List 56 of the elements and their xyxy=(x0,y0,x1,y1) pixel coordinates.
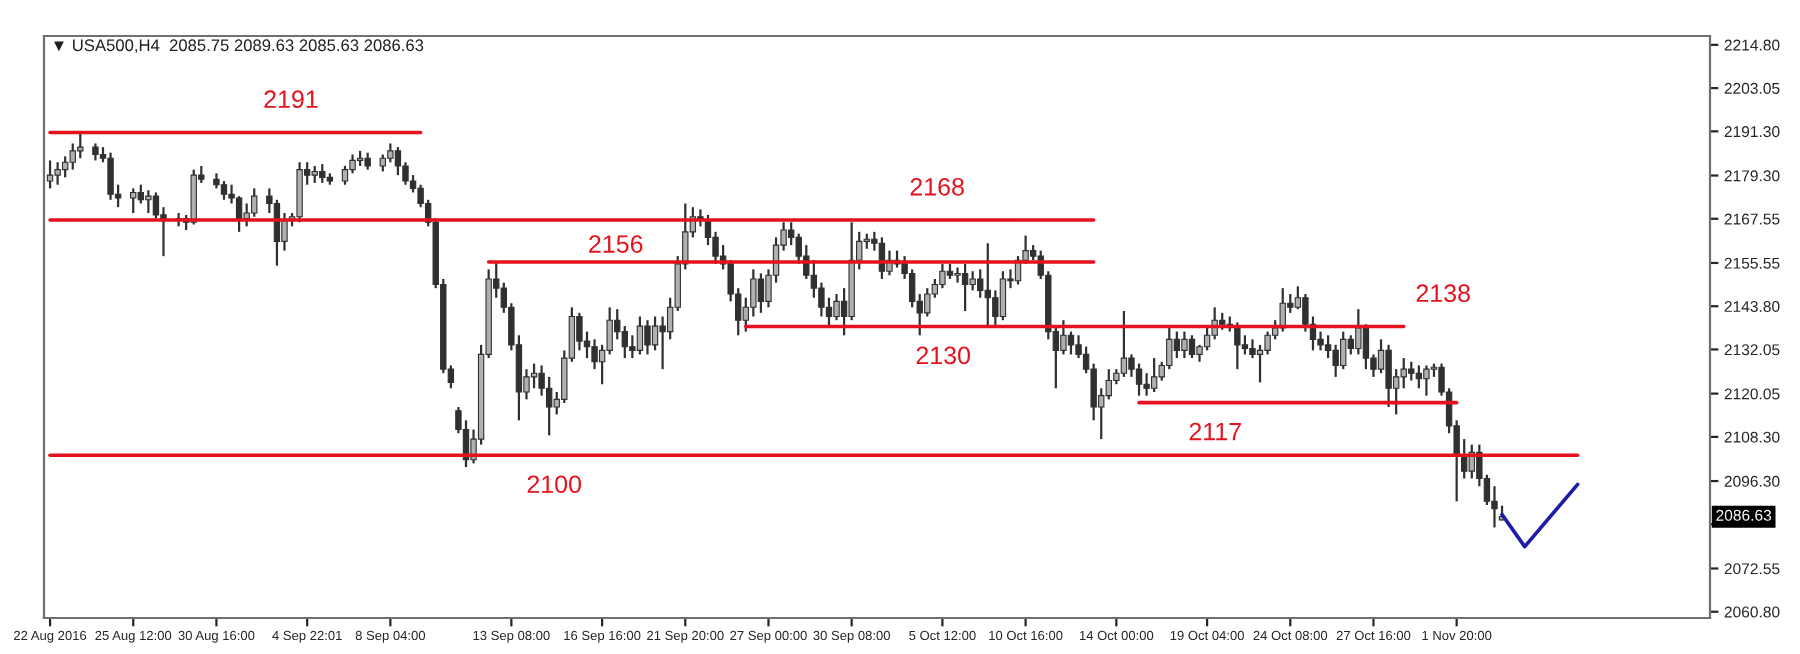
candlestick xyxy=(1385,343,1392,409)
candlestick xyxy=(1060,319,1067,356)
candlestick xyxy=(130,187,137,215)
candlestick xyxy=(69,142,76,171)
candlestick xyxy=(961,262,969,313)
candlestick xyxy=(220,179,228,201)
candlestick xyxy=(1234,321,1241,371)
series-label: 2138 xyxy=(1416,284,1470,303)
candlestick xyxy=(939,262,946,290)
candlestick xyxy=(954,266,961,284)
candlestick xyxy=(1362,323,1370,371)
candlestick xyxy=(1067,330,1075,356)
candlestick xyxy=(61,155,69,179)
candlestick xyxy=(1143,372,1150,397)
chart-title: ▼ USA500,H4 2085.75 2089.63 2085.63 2086.63 xyxy=(54,39,424,54)
candlestick xyxy=(1150,357,1158,394)
candlestick xyxy=(296,161,303,224)
series-label: 2100 xyxy=(527,475,581,494)
candlestick xyxy=(1355,308,1362,356)
candlestick xyxy=(1408,360,1415,382)
candlestick xyxy=(1120,309,1128,378)
candlestick xyxy=(145,189,152,215)
candlestick xyxy=(281,211,288,252)
candlestick xyxy=(969,270,976,292)
series-label: 2168 xyxy=(910,177,964,196)
candlestick xyxy=(190,168,197,226)
candlestick xyxy=(1332,343,1339,378)
candlestick xyxy=(137,183,145,205)
candlestick xyxy=(1340,330,1347,371)
candlestick xyxy=(1188,334,1196,360)
candlestick xyxy=(999,270,1007,322)
candlestick xyxy=(1135,362,1143,397)
candlestick xyxy=(984,242,991,328)
candlestick xyxy=(54,161,61,186)
candlestick xyxy=(1181,330,1188,360)
candlestick xyxy=(394,146,402,177)
candlestick xyxy=(107,151,114,201)
candlestick xyxy=(659,315,666,371)
candlestick xyxy=(1423,364,1430,397)
candlestick xyxy=(833,292,840,322)
candlestick xyxy=(644,319,651,356)
series-label: 2191 xyxy=(264,90,318,109)
candlestick xyxy=(576,311,583,352)
candlestick xyxy=(251,187,258,218)
series-label: 2117 xyxy=(1189,422,1241,441)
annotation: 2130 xyxy=(916,346,970,365)
candlestick xyxy=(1173,330,1181,360)
candlestick xyxy=(319,163,326,184)
series-label: 2156 xyxy=(589,235,643,253)
candlestick xyxy=(1324,334,1332,360)
candlestick xyxy=(636,315,644,356)
candlestick xyxy=(757,272,765,314)
candlestick xyxy=(46,159,54,190)
candlestick xyxy=(1241,334,1249,356)
candlestick xyxy=(387,142,394,164)
candlestick xyxy=(1279,287,1286,333)
